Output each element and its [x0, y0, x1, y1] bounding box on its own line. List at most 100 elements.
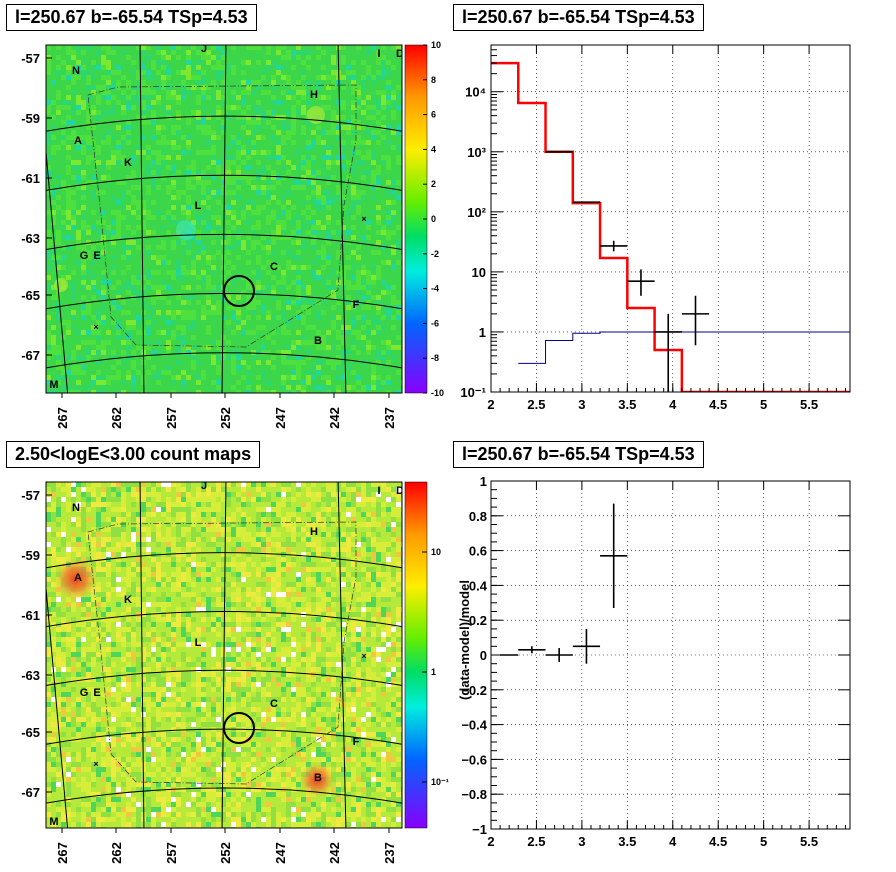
map-pixel — [301, 245, 306, 250]
map-pixel — [151, 180, 156, 185]
map-pixel — [331, 290, 336, 295]
map-pixel — [116, 335, 121, 340]
map-pixel — [91, 390, 96, 393]
map-pixel — [301, 260, 306, 265]
map-pixel — [351, 45, 356, 50]
map-pixel — [336, 185, 341, 190]
map-pixel — [136, 315, 141, 320]
map-pixel — [221, 310, 226, 315]
map-pixel — [201, 245, 206, 250]
map-pixel — [106, 105, 111, 110]
map-pixel — [196, 365, 201, 370]
map-pixel — [276, 135, 281, 140]
map-pixel — [46, 370, 51, 375]
map-pixel — [171, 345, 176, 350]
map-pixel — [301, 110, 306, 115]
map-pixel — [91, 275, 96, 280]
map-pixel — [56, 370, 61, 375]
map-pixel — [61, 145, 66, 150]
map-pixel — [211, 140, 216, 145]
map-pixel — [101, 50, 106, 55]
map-pixel — [196, 160, 201, 165]
map-pixel — [136, 165, 141, 170]
map-pixel — [211, 250, 216, 255]
map-pixel — [396, 175, 401, 180]
map-pixel — [51, 135, 56, 140]
map-pixel — [226, 80, 231, 85]
map-pixel — [151, 320, 156, 325]
map-pixel — [101, 320, 106, 325]
map-pixel — [196, 110, 201, 115]
map-pixel — [356, 55, 361, 60]
map-pixel — [116, 225, 121, 230]
map-pixel — [226, 285, 231, 290]
map-pixel — [146, 160, 151, 165]
map-pixel — [221, 360, 226, 365]
map-pixel — [261, 380, 266, 385]
map-pixel — [266, 310, 271, 315]
map-pixel — [311, 310, 316, 315]
map-pixel — [211, 100, 216, 105]
map-pixel — [371, 280, 376, 285]
map-pixel — [76, 100, 81, 105]
map-pixel — [391, 45, 396, 50]
map-pixel — [116, 80, 121, 85]
map-pixel — [146, 150, 151, 155]
map-pixel — [96, 135, 101, 140]
map-pixel — [321, 285, 326, 290]
map-pixel — [251, 85, 256, 90]
map-pixel — [306, 85, 311, 90]
map-pixel — [241, 290, 246, 295]
map-pixel — [141, 145, 146, 150]
map-pixel — [246, 160, 251, 165]
map-pixel — [86, 390, 91, 393]
map-pixel — [96, 350, 101, 355]
map-pixel — [131, 80, 136, 85]
map-pixel — [296, 100, 301, 105]
map-pixel — [116, 85, 121, 90]
map-pixel — [186, 200, 191, 205]
map-pixel — [136, 310, 141, 315]
map-pixel — [151, 205, 156, 210]
map-pixel — [86, 110, 91, 115]
map-pixel — [76, 165, 81, 170]
map-pixel — [226, 345, 231, 350]
map-pixel — [266, 325, 271, 330]
map-pixel — [186, 140, 191, 145]
map-pixel — [231, 315, 236, 320]
map-pixel — [271, 190, 276, 195]
map-pixel — [216, 95, 221, 100]
map-pixel — [331, 220, 336, 225]
map-pixel — [391, 200, 396, 205]
map-pixel — [281, 225, 286, 230]
map-pixel — [261, 175, 266, 180]
map-pixel — [91, 265, 96, 270]
map-pixel — [226, 100, 231, 105]
map-pixel — [306, 340, 311, 345]
map-pixel — [156, 50, 161, 55]
map-pixel — [91, 170, 96, 175]
map-pixel — [246, 245, 251, 250]
map-pixel — [211, 165, 216, 170]
map-pixel — [316, 95, 321, 100]
map-pixel — [151, 250, 156, 255]
map-pixel — [126, 170, 131, 175]
map-pixel — [176, 85, 181, 90]
map-pixel — [311, 195, 316, 200]
map-pixel — [126, 285, 131, 290]
map-pixel — [361, 125, 366, 130]
map-pixel — [61, 320, 66, 325]
map-pixel — [361, 100, 366, 105]
map-pixel — [66, 175, 71, 180]
map-pixel — [186, 50, 191, 55]
map-pixel — [356, 260, 361, 265]
map-pixel — [181, 90, 186, 95]
map-pixel — [71, 260, 76, 265]
map-pixel — [281, 285, 286, 290]
map-pixel — [386, 180, 391, 185]
map-pixel — [281, 145, 286, 150]
map-pixel — [306, 125, 311, 130]
map-pixel — [111, 375, 116, 380]
map-pixel — [216, 180, 221, 185]
map-pixel — [266, 270, 271, 275]
